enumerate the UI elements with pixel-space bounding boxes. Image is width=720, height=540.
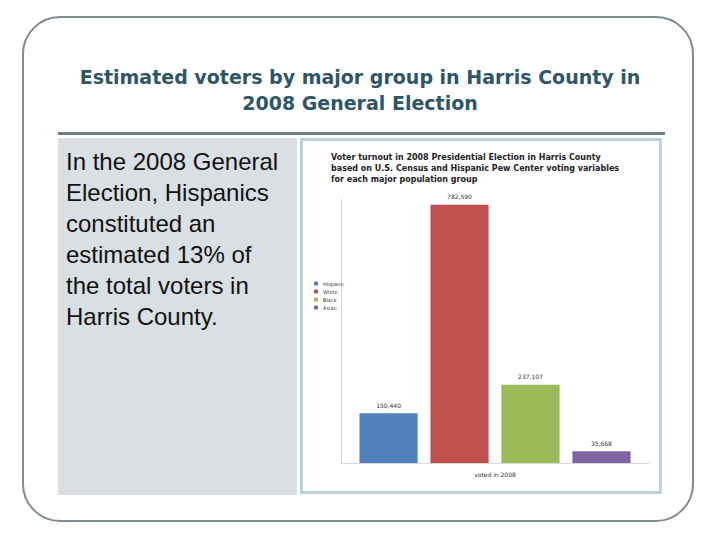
svg-text:voted in 2008: voted in 2008 — [474, 471, 516, 478]
svg-text:35,668: 35,668 — [591, 440, 612, 447]
svg-text:Black: Black — [323, 297, 337, 303]
html-text:Estimated voters by major grou: Estimated voters by major group in Harri… — [79, 66, 641, 114]
svg-text:Hispanic: Hispanic — [323, 281, 345, 288]
svg-text:Voter turnout in 2008 Presiden: Voter turnout in 2008 Presidential Elect… — [331, 153, 604, 162]
svg-text:based on U.S. Census and Hispa: based on U.S. Census and Hispanic Pew Ce… — [331, 164, 622, 173]
svg-text:150,440: 150,440 — [376, 402, 401, 409]
html-text:In the 2008 General Election,: In the 2008 General Election, Hispanics … — [66, 148, 279, 330]
svg-text:782,590: 782,590 — [447, 193, 472, 200]
svg-text:for each major population grou: for each major population group — [331, 175, 478, 184]
svg-text:Asian: Asian — [323, 305, 337, 311]
svg-text:237,107: 237,107 — [518, 373, 543, 380]
svg-text:White: White — [323, 289, 338, 295]
